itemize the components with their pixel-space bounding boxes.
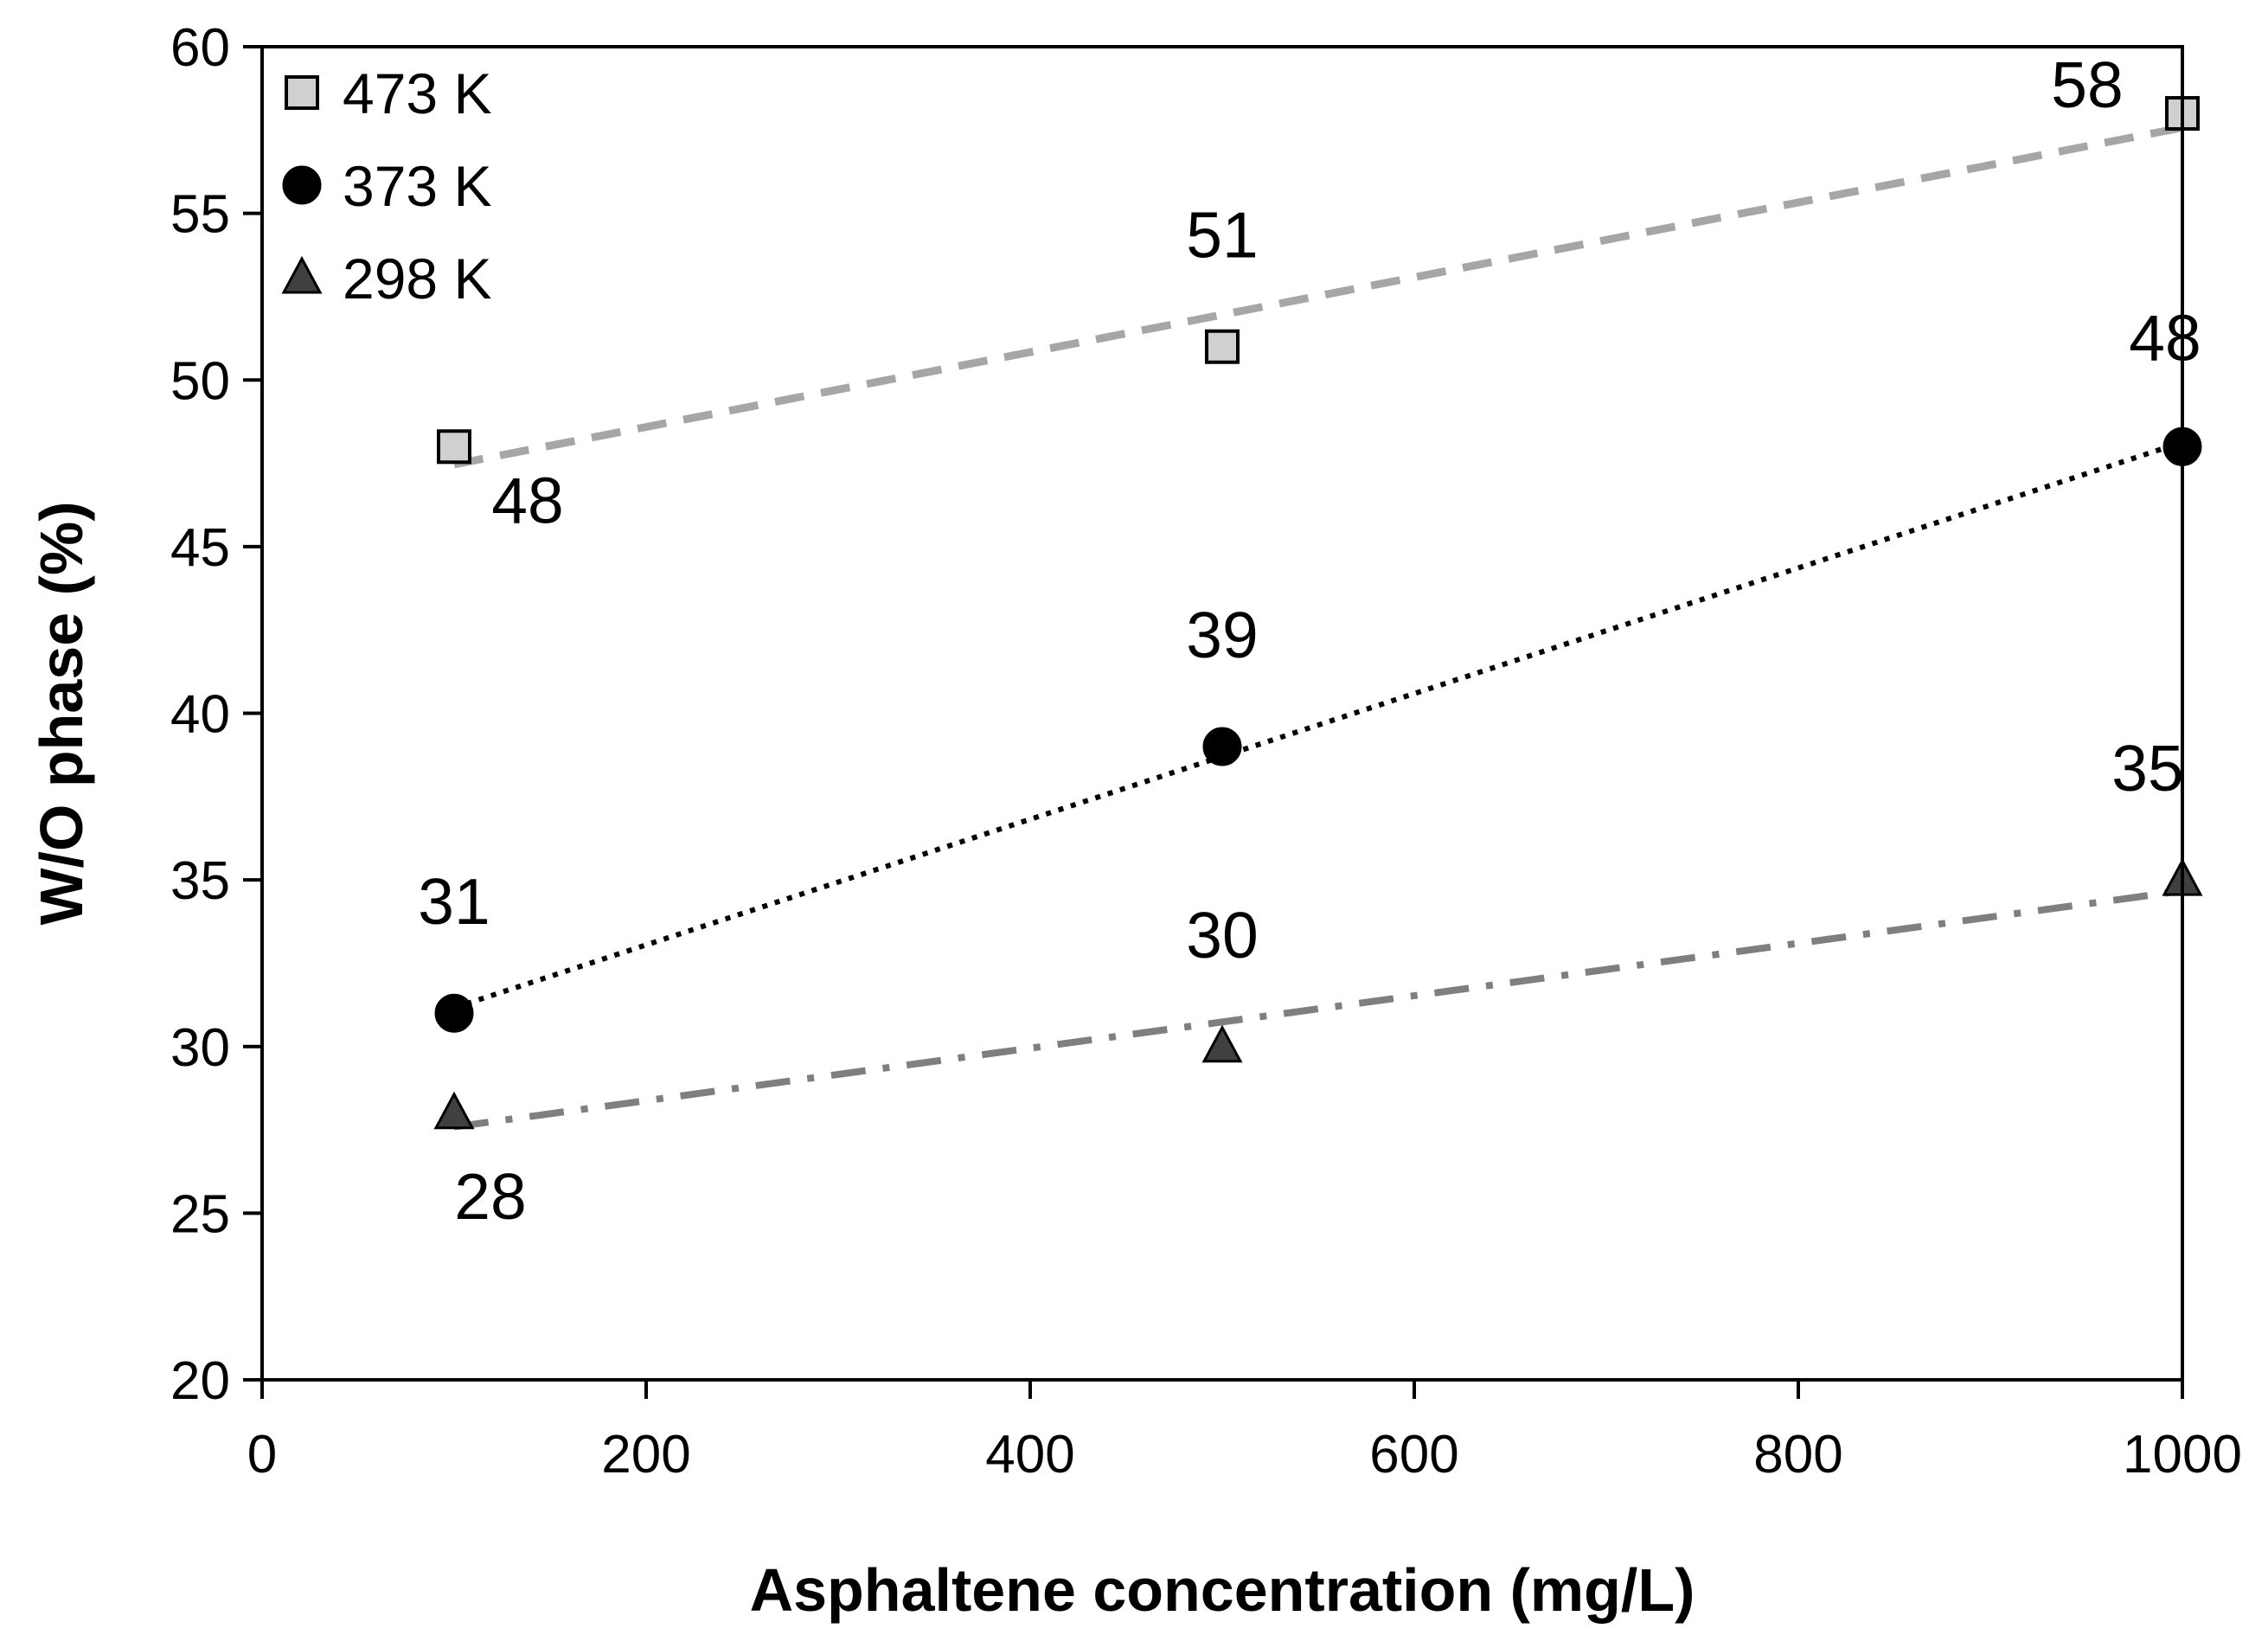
x-tick-label: 600 (1369, 1425, 1458, 1484)
y-tick-label: 45 (170, 518, 230, 578)
data-labels: 48 51 58 31 39 48 28 30 35 (418, 48, 2201, 1233)
data-label: 39 (1186, 599, 1258, 671)
legend: 473 K 373 K 298 K (281, 61, 491, 311)
y-tick-label: 25 (170, 1184, 230, 1244)
legend-marker (282, 165, 322, 205)
data-point (1205, 329, 1240, 364)
y-tick-label: 50 (170, 351, 230, 411)
y-tick-label: 35 (170, 851, 230, 911)
legend-label: 373 K (343, 154, 491, 218)
y-tick-label: 30 (170, 1018, 230, 1078)
data-point (434, 993, 474, 1033)
x-tick-label: 1000 (2123, 1425, 2242, 1484)
data-label: 48 (2129, 301, 2201, 374)
x-axis-title: Asphaltene concentration (mg/L) (750, 1556, 1695, 1624)
data-point (437, 429, 471, 465)
data-point (1202, 727, 1242, 766)
y-tick-label: 55 (170, 185, 230, 245)
x-tick-label: 200 (601, 1425, 690, 1484)
x-tick-label: 800 (1753, 1425, 1842, 1484)
data-label: 31 (418, 865, 490, 938)
legend-marker (281, 255, 323, 294)
y-tick-label: 60 (170, 18, 230, 78)
legend-marker (285, 75, 319, 110)
x-tick-label: 400 (985, 1425, 1074, 1484)
legend-label: 298 K (343, 247, 491, 311)
data-point (1201, 1024, 1243, 1063)
data-label: 35 (2111, 732, 2183, 805)
trendlines (453, 124, 2183, 1131)
trendline-298-k (453, 887, 2183, 1131)
data-label: 58 (2051, 48, 2123, 121)
y-tick-label: 20 (170, 1351, 230, 1411)
data-label: 48 (491, 464, 563, 536)
legend-label: 473 K (343, 61, 491, 125)
data-point (433, 1091, 475, 1130)
x-tick-label: 0 (247, 1425, 277, 1484)
trendline-473-k (453, 124, 2183, 469)
y-axis-title: W/O phase (%) (28, 501, 95, 925)
data-label: 28 (454, 1160, 526, 1233)
data-label: 30 (1186, 899, 1258, 971)
data-markers (433, 96, 2203, 1130)
y-tick-label: 40 (170, 685, 230, 745)
trendline-373-k (453, 439, 2183, 1010)
axes: 0 200 400 600 800 1000 20 25 30 35 40 45 50 55 60 (170, 18, 2242, 1484)
data-label: 51 (1186, 199, 1258, 272)
